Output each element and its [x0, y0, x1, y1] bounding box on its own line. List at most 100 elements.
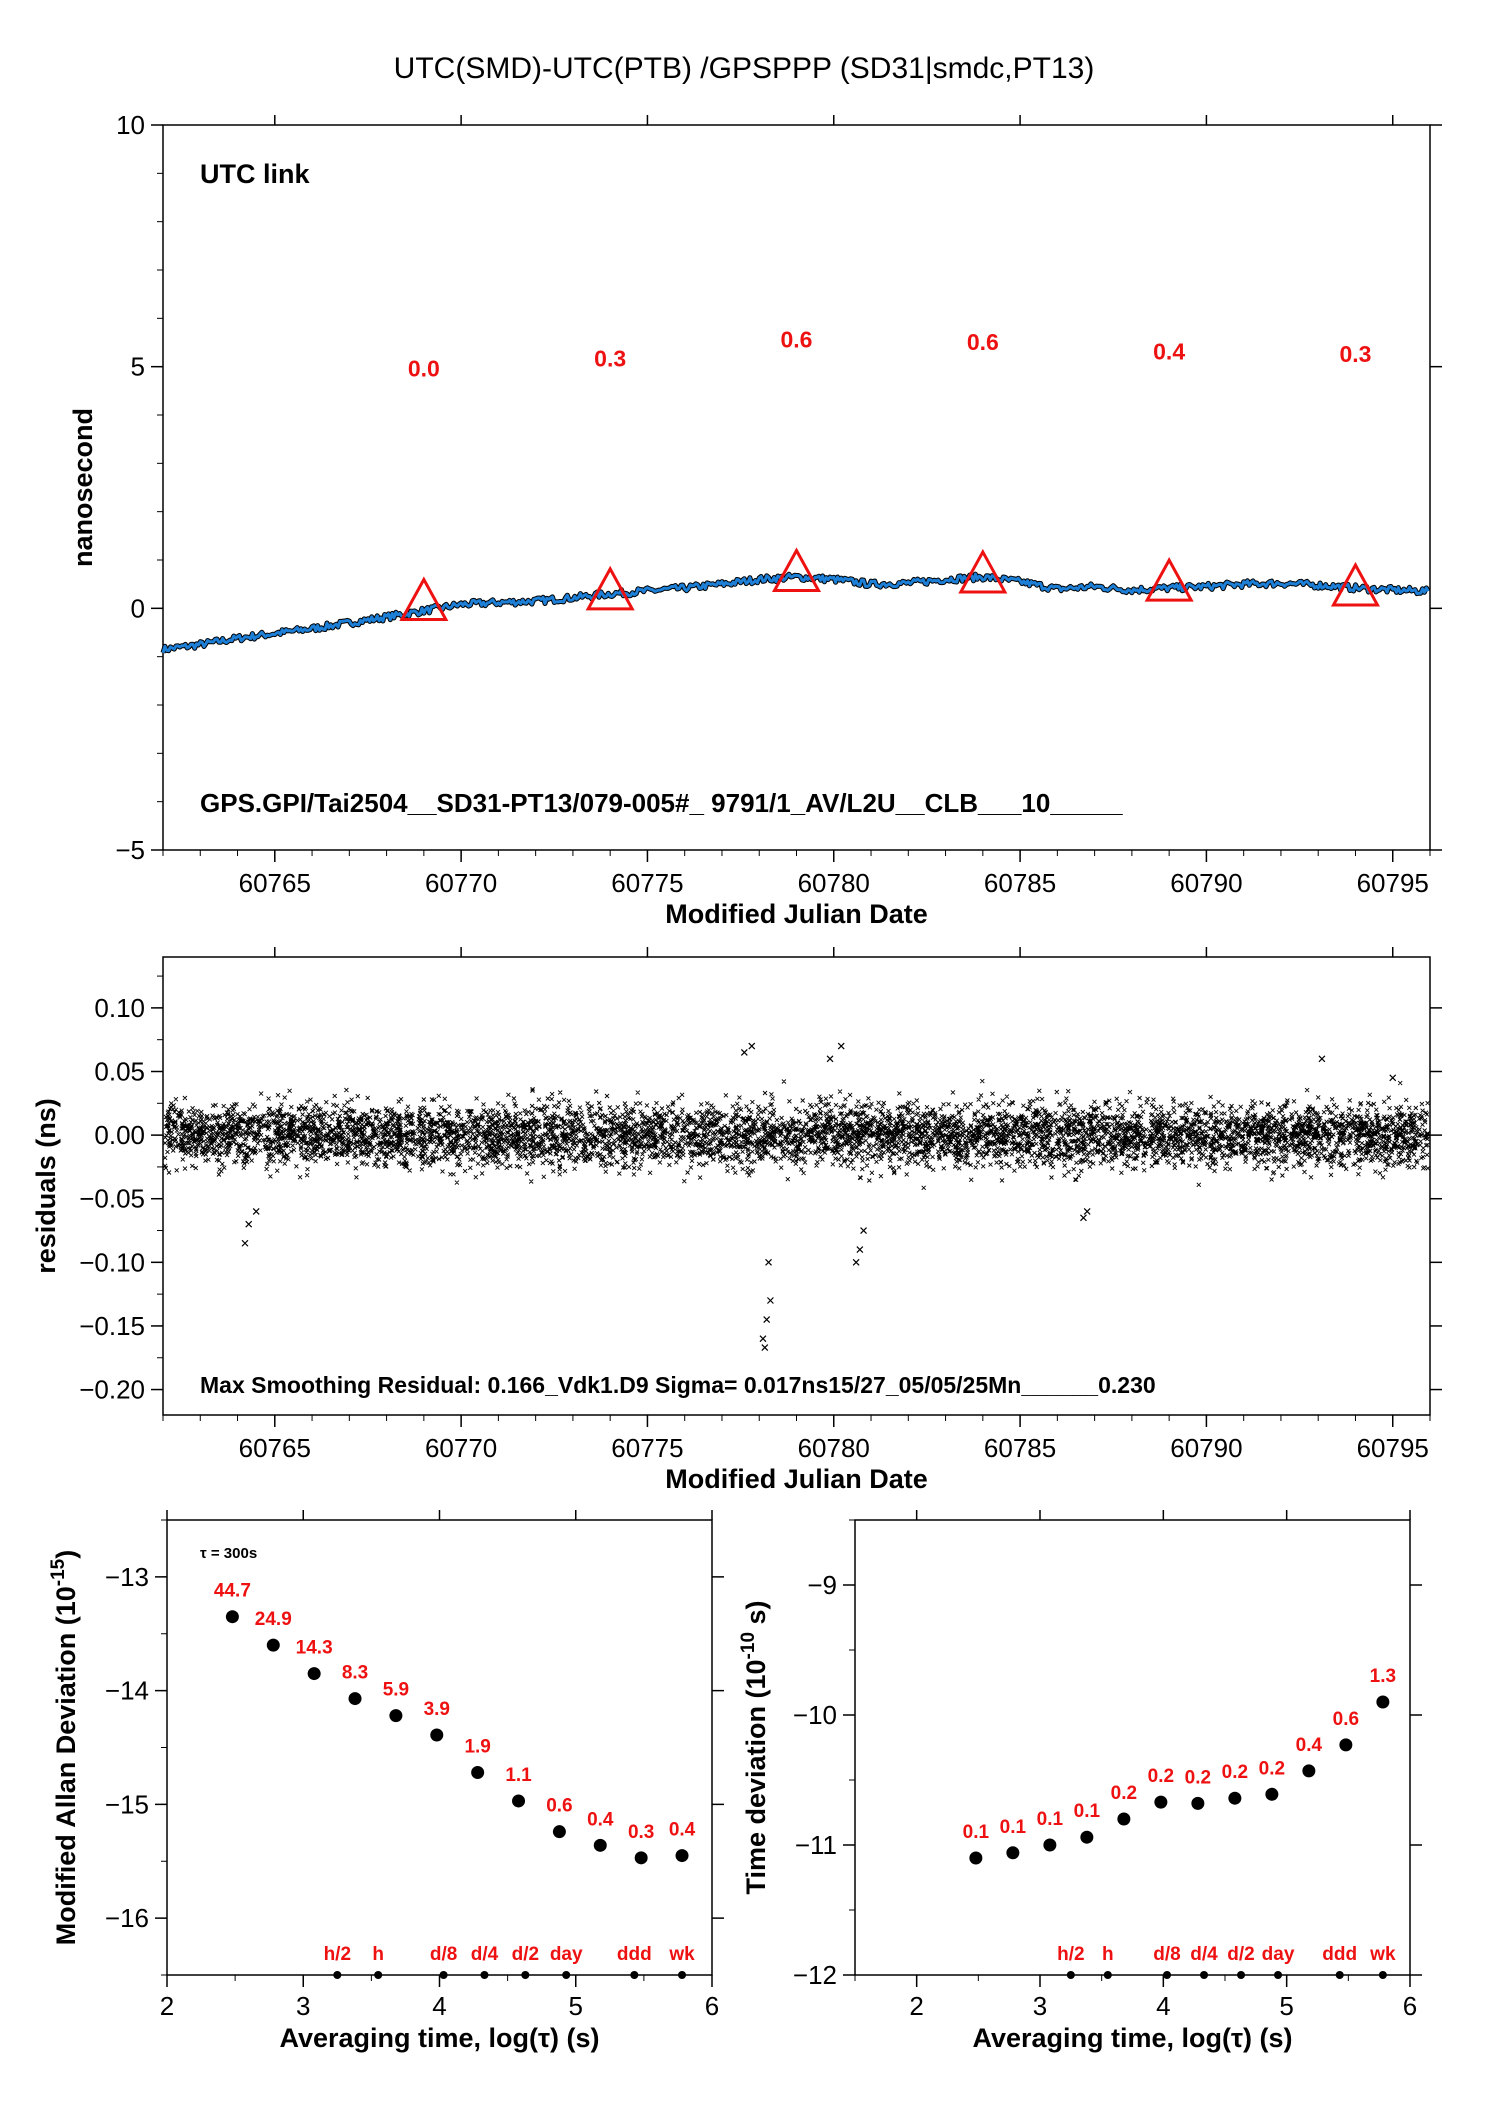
triangle-marker [1330, 561, 1381, 607]
y-tick-label: −5 [115, 835, 145, 865]
x-tick-label: 60775 [611, 1433, 683, 1463]
point-value-label: 1.1 [505, 1765, 532, 1786]
y-tick-label: −9 [807, 1570, 837, 1600]
outlier-point [1389, 1074, 1397, 1082]
data-point [1043, 1838, 1057, 1852]
x-tick-label: 6 [1403, 1991, 1417, 2021]
scale-mark-dot [1163, 1971, 1172, 1979]
scale-mark-dot [1066, 1971, 1075, 1979]
x-tick-label: 4 [1156, 1991, 1170, 2021]
point-value-label: 14.3 [296, 1638, 333, 1659]
y-tick-label: −15 [105, 1789, 149, 1819]
y-tick-label: −0.20 [79, 1375, 145, 1405]
point-value-label: 0.3 [628, 1822, 654, 1843]
point-value-label: 1.3 [1370, 1666, 1396, 1687]
data-point [1376, 1695, 1390, 1709]
residual-points [162, 1078, 1431, 1191]
outlier-point [740, 1048, 748, 1056]
point-value-label: 0.4 [587, 1809, 614, 1830]
y-tick-label: −13 [105, 1562, 149, 1592]
scale-mark-dot [630, 1971, 639, 1979]
marker-value-label: 0.6 [781, 326, 813, 352]
x-axis-label: Averaging time, log(τ) (s) [279, 2023, 599, 2053]
point-value-label: 0.2 [1259, 1758, 1285, 1779]
point-value-label: 0.2 [1111, 1783, 1137, 1804]
y-tick-label: −0.15 [79, 1311, 145, 1341]
x-tick-label: 60770 [425, 868, 497, 898]
point-value-label: 0.6 [546, 1796, 572, 1817]
y-tick-label: −0.05 [79, 1184, 145, 1214]
utc-link-label: UTC link [200, 159, 310, 189]
point-value-label: 0.1 [963, 1822, 990, 1843]
marker-value-label: 0.4 [1153, 338, 1185, 364]
scale-mark-dot [1103, 1971, 1112, 1979]
x-tick-label: 60765 [239, 1433, 311, 1463]
data-point [675, 1849, 689, 1863]
scale-mark-label: wk [1369, 1944, 1396, 1965]
data-point [266, 1638, 280, 1652]
outlier-point [852, 1258, 860, 1266]
point-value-label: 0.1 [1074, 1801, 1101, 1822]
point-value-label: 0.1 [1037, 1809, 1064, 1830]
y-axis-label-text: Modified Allan Deviation (10 [51, 1586, 81, 1945]
x-tick-label: 3 [296, 1991, 310, 2021]
scale-mark-label: d/8 [1153, 1944, 1180, 1965]
x-tick-label: 60785 [984, 1433, 1056, 1463]
marker-value-label: 0.3 [594, 346, 626, 372]
scale-mark-label: h [372, 1944, 384, 1965]
point-value-label: 0.1 [1000, 1817, 1027, 1838]
y-tick-label: −16 [105, 1903, 149, 1933]
y-axis-label-unit: s) [741, 1600, 771, 1632]
data-point [1339, 1738, 1353, 1752]
y-axis-label-unit: ) [51, 1550, 81, 1559]
data-point [307, 1667, 321, 1681]
point-value-label: 0.2 [1222, 1762, 1248, 1783]
scale-mark-dot [480, 1971, 489, 1979]
data-point [634, 1851, 648, 1865]
y-tick-label: −0.10 [79, 1247, 145, 1277]
scale-mark-label: ddd [1322, 1944, 1357, 1965]
scale-mark-dot [1237, 1971, 1246, 1979]
series-line [161, 572, 1430, 654]
residual-stats-footer: Max Smoothing Residual: 0.166_Vdk1.D9 Si… [200, 1372, 1156, 1398]
triangle-marker [1144, 557, 1194, 602]
outlier-point [245, 1220, 253, 1228]
data-point [348, 1692, 362, 1706]
scale-mark-dot [1200, 1971, 1209, 1979]
plot-frame [854, 1519, 1411, 1976]
scale-mark-label: d/2 [1227, 1944, 1254, 1965]
data-point [1228, 1791, 1242, 1805]
scale-mark-label: d/8 [430, 1944, 457, 1965]
data-point [471, 1766, 485, 1780]
data-point [1006, 1846, 1020, 1860]
scale-mark-label: day [550, 1944, 583, 1965]
triangle-marker [958, 548, 1008, 594]
data-point [1117, 1812, 1131, 1826]
x-tick-label: 60780 [798, 868, 870, 898]
outlier-point [826, 1055, 834, 1063]
y-tick-label: 0.00 [94, 1120, 145, 1150]
series-line-outline [160, 571, 1431, 654]
x-tick-label: 2 [909, 1991, 923, 2021]
scale-mark-dot [1378, 1971, 1387, 1979]
plot-frame [162, 124, 1431, 851]
data-point [1191, 1796, 1205, 1810]
scale-mark-dot [333, 1971, 342, 1979]
residuals-panel: 60765 60770 60775 60780 60785 60790 60795 −0.20… [31, 947, 1442, 1494]
data-point [593, 1838, 607, 1852]
scale-mark-label: d/4 [1190, 1944, 1218, 1965]
marker-value-label: 0.0 [408, 355, 440, 381]
point-value-label: 5.9 [383, 1680, 409, 1701]
scale-mark-label: day [1262, 1944, 1295, 1965]
y-axis-label: residuals (ns) [31, 1098, 61, 1274]
outlier-point [252, 1208, 260, 1215]
data-point [1302, 1764, 1316, 1778]
triangle-marker [771, 547, 822, 592]
outlier-point [765, 1258, 772, 1266]
point-value-label: 0.2 [1148, 1766, 1174, 1787]
y-tick-label: 10 [116, 110, 145, 140]
scale-mark-label: h/2 [324, 1944, 351, 1965]
x-tick-label: 6 [705, 1991, 719, 2021]
x-tick-label: 60775 [611, 868, 683, 898]
